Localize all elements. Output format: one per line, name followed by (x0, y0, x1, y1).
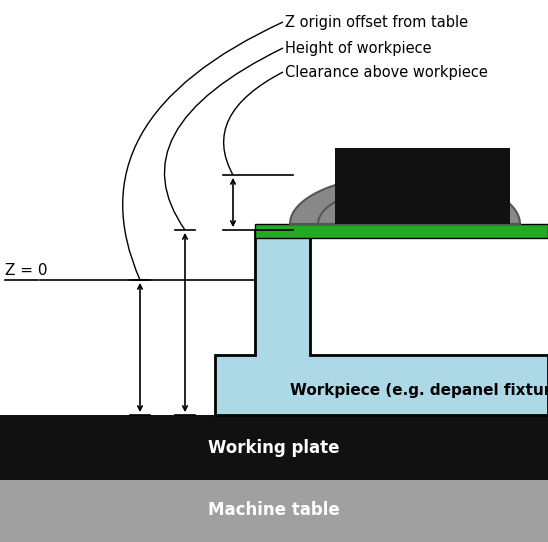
Bar (0, 415, 548, 480)
Bar (0, 480, 548, 542)
Text: Machine table: Machine table (208, 501, 340, 519)
Text: Z = 0: Z = 0 (5, 263, 48, 278)
Text: Z origin offset from table: Z origin offset from table (285, 15, 468, 29)
Bar (335, 148, 510, 224)
Text: Workpiece (e.g. depanel fixture): Workpiece (e.g. depanel fixture) (290, 383, 548, 397)
Text: Working plate: Working plate (208, 439, 340, 457)
Text: Height of workpiece: Height of workpiece (285, 41, 432, 55)
Text: Clearance above workpiece: Clearance above workpiece (285, 64, 488, 80)
Polygon shape (290, 175, 520, 224)
Bar (255, 224, 548, 238)
Polygon shape (215, 230, 548, 415)
